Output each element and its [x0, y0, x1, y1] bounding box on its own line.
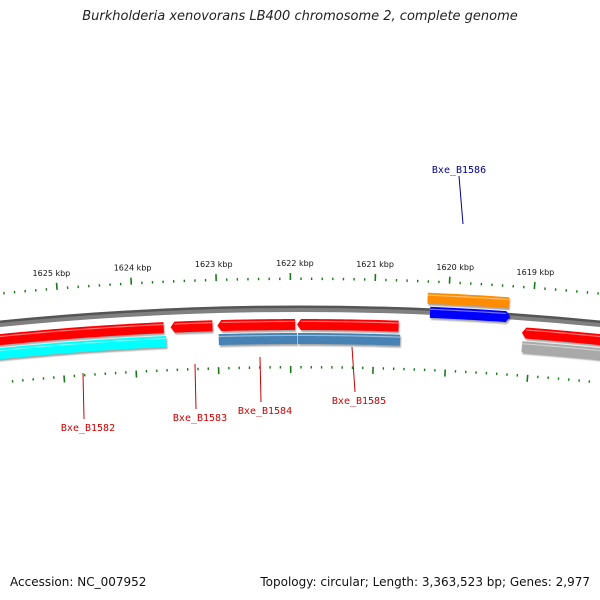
cds-bxe-b1586[interactable] [429, 306, 511, 323]
gene-bxe-b1585[interactable] [297, 319, 399, 332]
cds-bxe-b1582[interactable] [0, 336, 167, 360]
major-tick [526, 374, 529, 382]
cds-bxe-b1585[interactable] [298, 333, 401, 346]
major-tick [533, 282, 536, 290]
tick-label: 1623 kbp [195, 260, 233, 269]
backbone-line [0, 308, 600, 328]
accession-text: Accession: NC_007952 [10, 575, 147, 589]
label-leader-line [351, 346, 356, 393]
gene-label-bxe-b1583[interactable]: Bxe_B1583 [173, 413, 227, 424]
major-tick [55, 282, 58, 290]
topology-text: Topology: circular; Length: 3,363,523 bp… [260, 575, 590, 589]
tick-label: 1621 kbp [356, 260, 394, 269]
gene-right-red[interactable] [521, 327, 600, 347]
label-leader-line [458, 175, 464, 225]
gene-bxe-b1584[interactable] [217, 319, 296, 332]
map-title: Burkholderia xenovorans LB400 chromosome… [82, 9, 518, 24]
tick-label: 1619 kbp [517, 268, 555, 277]
label-leader-line [259, 356, 262, 403]
label-leader-line [194, 363, 197, 410]
gene-label-bxe-b1582[interactable]: Bxe_B1582 [61, 423, 115, 434]
gene-label-bxe-b1586[interactable]: Bxe_B1586 [432, 165, 486, 176]
major-tick [63, 375, 66, 383]
tick-label: 1624 kbp [114, 264, 152, 273]
gene-bxe-b1583[interactable] [170, 320, 213, 333]
tick-label: 1620 kbp [436, 263, 474, 272]
gene-bxe-b1586[interactable] [427, 292, 510, 309]
gene-label-bxe-b1584[interactable]: Bxe_B1584 [238, 406, 292, 417]
tick-label: 1622 kbp [276, 259, 314, 268]
cds-right-gray[interactable] [521, 341, 600, 361]
tick-label: 1625 kbp [33, 269, 71, 278]
cds-bxe-b1584[interactable] [218, 333, 298, 346]
gene-bxe-b1582[interactable] [0, 322, 164, 346]
label-leader-line [82, 372, 85, 420]
gene-label-bxe-b1585[interactable]: Bxe_B1585 [332, 396, 386, 407]
